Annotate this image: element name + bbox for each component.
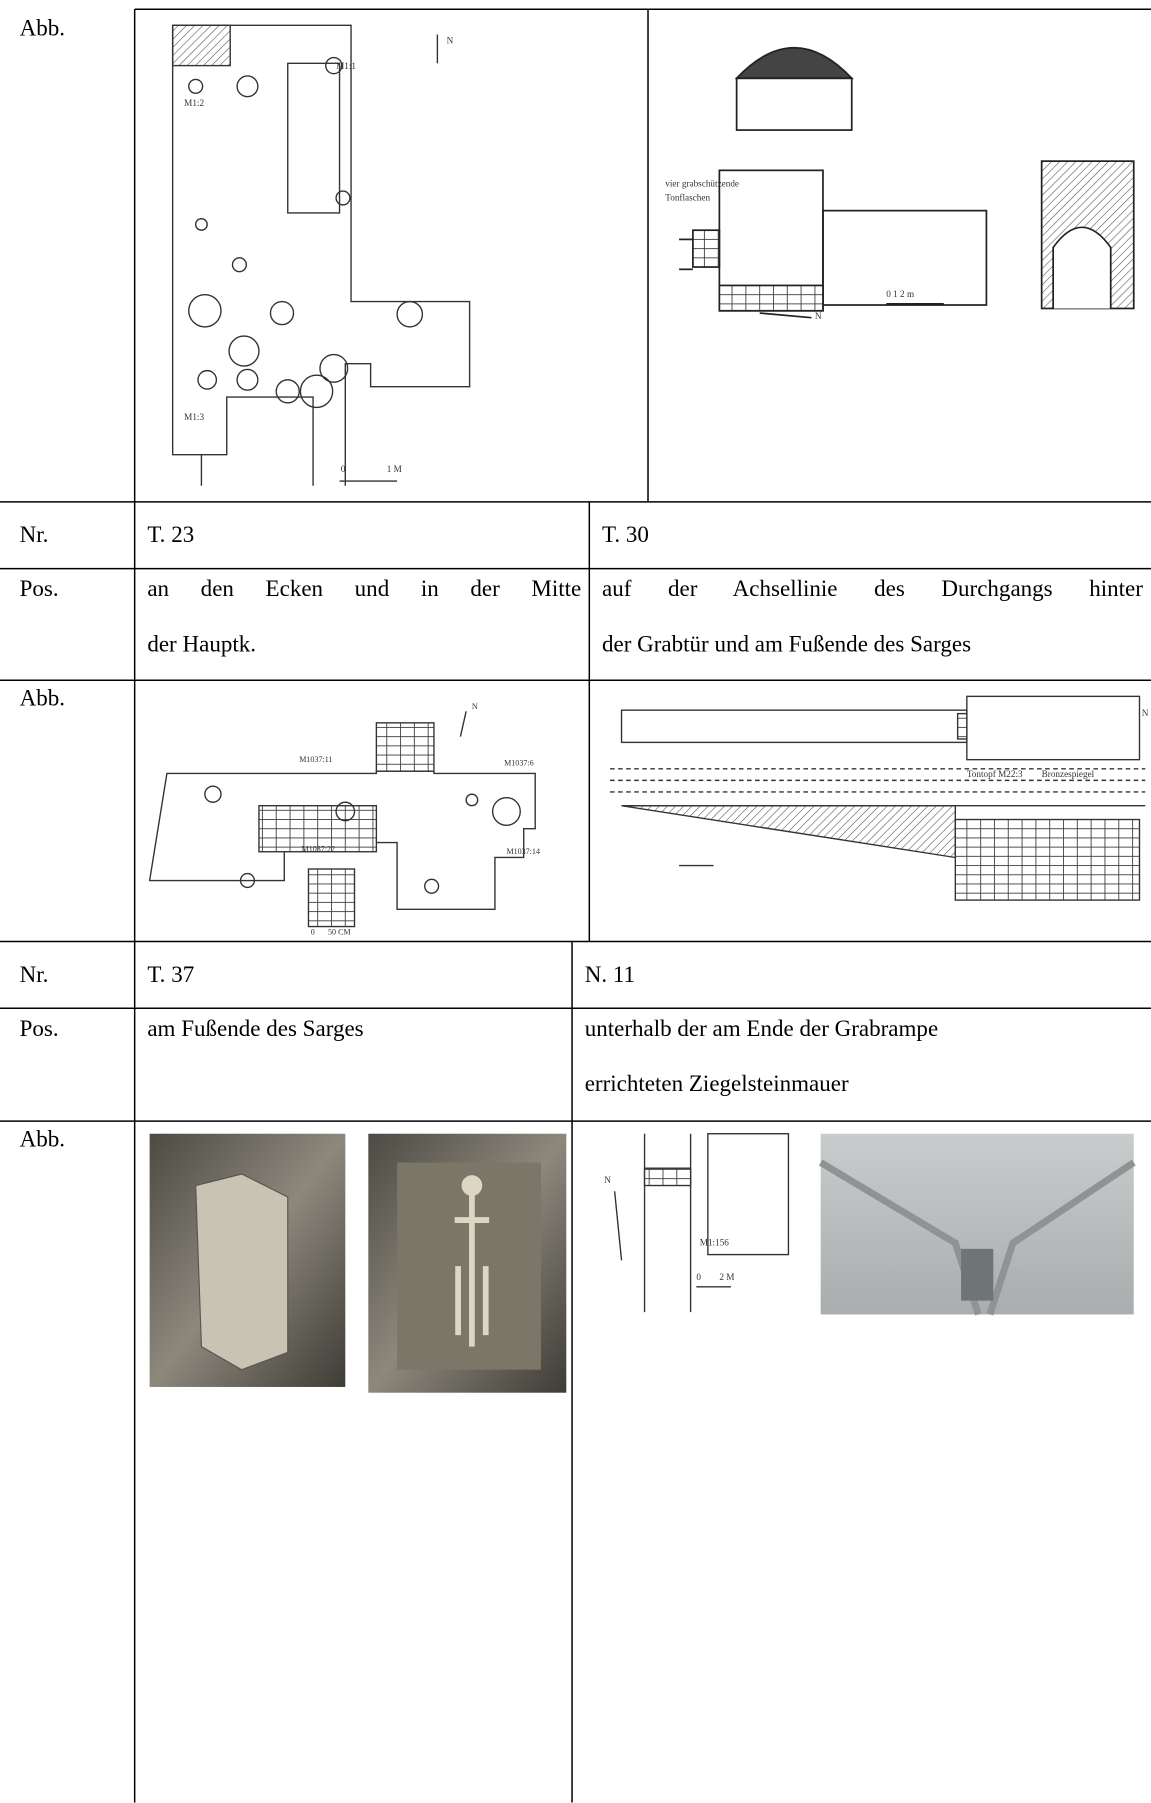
figure-section <box>610 695 1146 901</box>
figure-label: 0 <box>696 1272 701 1282</box>
figure-section <box>679 47 1135 319</box>
row-label: Pos. <box>19 576 59 602</box>
figure-label: 0 1 2 m <box>886 289 914 299</box>
figure-label: 1 M <box>387 464 402 474</box>
figure-photo <box>149 1133 567 1393</box>
figure-label: N <box>604 1175 611 1185</box>
figure-label: N <box>447 36 454 46</box>
cell-text: T. 30 <box>601 522 649 548</box>
figure-plan <box>171 24 471 486</box>
cell-text: errichteten Ziegelsteinmauer <box>584 1071 849 1097</box>
figure-label: M1:156 <box>700 1237 730 1247</box>
row-label: Abb. <box>19 685 65 712</box>
row-label: Nr. <box>19 962 49 988</box>
figure-labels: N M1:156 0 2 M <box>604 1175 734 1282</box>
figure-label: Tonflaschen <box>665 192 710 202</box>
cell-text: der Hauptk. <box>147 631 257 658</box>
cell-text: T. 23 <box>147 522 195 548</box>
figure-labels: M1:1 M1:2 M1:3 N 0 1 M <box>184 36 453 474</box>
figure-label: 0 <box>311 928 315 937</box>
row-label: Abb. <box>19 1126 65 1153</box>
figure-label: 0 <box>341 464 346 474</box>
figure-label: Bronzespiegel <box>1042 769 1095 779</box>
cell-text: am Fußende des Sarges <box>147 1016 364 1042</box>
figure-labels: Tontopf M22:3 Bronzespiegel N <box>967 708 1149 779</box>
figure-labels: N M1037:11 M1037:6 M1037:22 M1037:14 0 5… <box>299 702 540 937</box>
figure-label: N <box>1142 708 1149 718</box>
figure-label: M1037:22 <box>302 845 336 854</box>
figure-plan <box>613 1133 790 1313</box>
cell-text: unterhalb der am Ende der Grabrampe <box>584 1016 939 1042</box>
cell-text: auf der Achsellinie des Durchgangs hinte… <box>601 576 1143 602</box>
figure-label: M1037:11 <box>299 755 332 764</box>
figure-label: M1:2 <box>184 98 204 108</box>
figure-label: N <box>472 702 478 711</box>
figure-label: M1:3 <box>184 412 204 422</box>
figure-label: Tontopf M22:3 <box>967 769 1023 779</box>
figure-label: N <box>815 311 822 321</box>
row-label: Nr. <box>19 522 49 548</box>
table-borders <box>0 8 1151 1803</box>
figure-labels: vier grabschützende Tonflaschen N 0 1 2 … <box>665 178 914 320</box>
row-label: Abb. <box>19 16 65 42</box>
cell-text: T. 37 <box>147 962 195 988</box>
cell-text: an den Ecken und in der Mitte <box>147 576 582 602</box>
figure-label: 2 M <box>719 1272 734 1282</box>
row-label: Pos. <box>19 1016 59 1042</box>
figure-label: 50 CM <box>328 928 351 937</box>
figure-photo <box>818 1133 1136 1316</box>
figure-label: M1037:6 <box>504 758 534 767</box>
cell-text: N. 11 <box>584 962 636 988</box>
figure-label: vier grabschützende <box>665 178 739 188</box>
cell-text: der Grabtür und am Fußende des Sarges <box>601 631 972 658</box>
figure-label: M1037:14 <box>506 847 540 856</box>
figure-plan <box>148 711 536 928</box>
figure-label: M1:1 <box>336 61 356 71</box>
